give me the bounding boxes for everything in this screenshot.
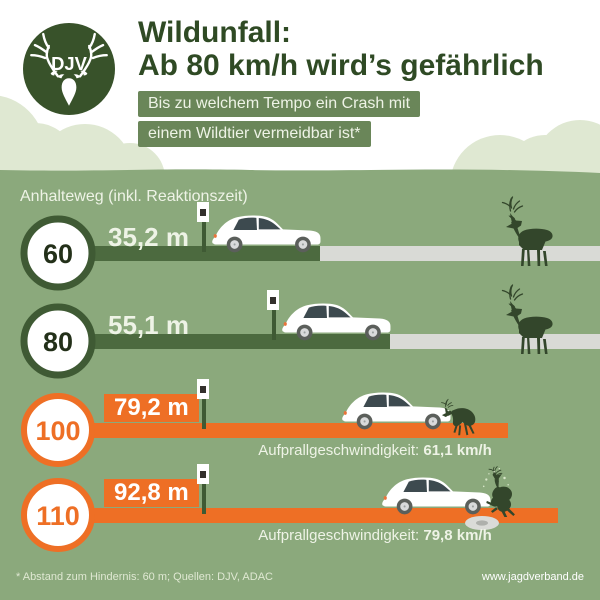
svg-text:60: 60 [43, 239, 73, 269]
svg-text:80: 80 [43, 327, 73, 357]
svg-text:110: 110 [36, 501, 80, 531]
svg-text:DJV: DJV [51, 53, 88, 74]
svg-text:100: 100 [35, 416, 80, 446]
